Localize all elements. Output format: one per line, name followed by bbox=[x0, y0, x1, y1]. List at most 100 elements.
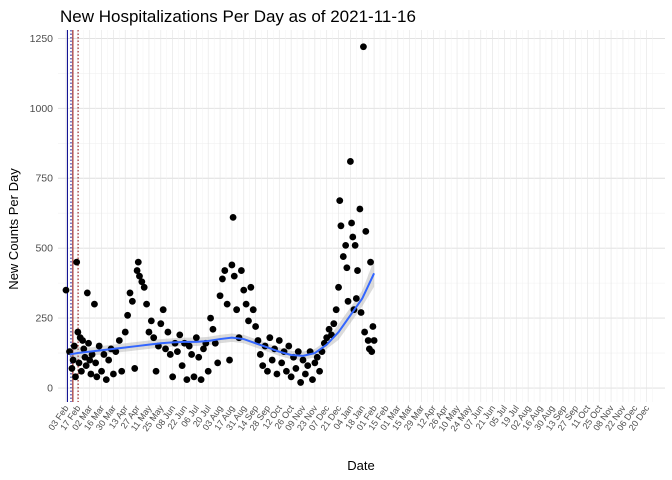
data-point bbox=[325, 325, 333, 333]
data-point bbox=[342, 241, 350, 249]
data-point bbox=[183, 376, 191, 384]
data-point bbox=[259, 362, 267, 370]
data-point bbox=[126, 289, 134, 297]
data-point bbox=[134, 258, 142, 266]
data-point bbox=[87, 370, 95, 378]
data-point bbox=[221, 267, 229, 274]
data-point bbox=[176, 331, 184, 339]
data-point bbox=[152, 367, 160, 375]
data-point bbox=[245, 317, 252, 325]
data-point bbox=[69, 356, 77, 364]
data-point bbox=[190, 373, 198, 381]
data-point bbox=[162, 345, 169, 353]
data-point bbox=[252, 323, 259, 330]
reference-lines bbox=[66, 30, 79, 402]
data-point bbox=[292, 365, 300, 372]
data-point bbox=[242, 300, 250, 308]
data-point bbox=[100, 351, 108, 358]
data-point bbox=[223, 300, 231, 308]
data-point bbox=[354, 267, 361, 274]
data-point bbox=[283, 367, 290, 375]
data-point bbox=[316, 367, 323, 375]
data-point bbox=[86, 356, 94, 364]
data-point bbox=[74, 328, 82, 336]
data-point bbox=[299, 356, 307, 364]
data-point bbox=[124, 311, 132, 319]
data-point bbox=[237, 267, 245, 274]
data-point bbox=[195, 353, 203, 361]
data-point bbox=[118, 367, 126, 375]
data-point bbox=[214, 359, 222, 367]
data-point bbox=[226, 356, 233, 364]
data-point bbox=[336, 197, 344, 205]
data-point bbox=[166, 351, 174, 358]
data-point bbox=[294, 348, 302, 356]
data-point bbox=[164, 328, 172, 336]
data-point bbox=[204, 367, 212, 375]
data-point bbox=[278, 359, 286, 367]
data-point bbox=[138, 278, 146, 286]
data-point bbox=[301, 370, 309, 378]
data-point bbox=[102, 376, 110, 384]
data-points bbox=[62, 43, 378, 386]
data-point bbox=[309, 376, 316, 384]
data-point bbox=[349, 233, 357, 241]
data-point bbox=[304, 362, 312, 370]
data-point bbox=[311, 359, 319, 367]
data-point bbox=[330, 320, 338, 328]
data-point bbox=[249, 306, 257, 314]
y-axis-title: New Counts Per Day bbox=[6, 168, 21, 290]
data-point bbox=[121, 328, 129, 336]
y-tick-label: 1000 bbox=[30, 103, 54, 115]
data-point bbox=[362, 227, 370, 235]
data-point bbox=[369, 323, 377, 330]
data-point bbox=[360, 43, 367, 51]
data-point bbox=[110, 370, 117, 378]
data-point bbox=[115, 337, 123, 344]
data-point bbox=[275, 337, 283, 344]
data-point bbox=[78, 367, 85, 375]
grid-layer bbox=[58, 30, 665, 402]
data-point bbox=[216, 292, 224, 300]
data-point bbox=[356, 205, 364, 213]
data-point bbox=[230, 272, 238, 280]
data-point bbox=[344, 297, 352, 305]
data-point bbox=[185, 342, 193, 350]
data-point bbox=[105, 356, 113, 364]
data-point bbox=[268, 356, 276, 364]
data-point bbox=[92, 359, 100, 367]
data-point bbox=[192, 334, 200, 342]
data-point bbox=[98, 367, 105, 375]
data-point bbox=[147, 317, 155, 325]
data-point bbox=[357, 309, 365, 316]
data-point bbox=[143, 300, 150, 308]
data-point bbox=[370, 337, 378, 344]
data-point bbox=[339, 253, 347, 260]
chart-title: New Hospitalizations Per Day as of 2021-… bbox=[60, 7, 416, 26]
data-point bbox=[145, 328, 153, 336]
y-tick-label: 1250 bbox=[30, 33, 54, 45]
data-point bbox=[364, 337, 372, 344]
data-point bbox=[347, 158, 354, 165]
data-point bbox=[209, 325, 217, 333]
data-point bbox=[351, 241, 359, 249]
data-point bbox=[80, 345, 88, 353]
data-point bbox=[95, 342, 103, 350]
data-point bbox=[247, 283, 255, 291]
data-point bbox=[229, 213, 237, 221]
y-tick-label: 250 bbox=[35, 313, 53, 325]
data-point bbox=[93, 373, 101, 381]
data-point bbox=[256, 351, 264, 358]
data-point bbox=[254, 337, 262, 344]
data-point bbox=[197, 376, 205, 384]
data-point bbox=[173, 348, 181, 356]
data-point bbox=[228, 261, 236, 269]
data-point bbox=[352, 295, 360, 302]
data-point bbox=[68, 365, 76, 372]
data-point bbox=[70, 342, 78, 350]
data-point bbox=[343, 264, 351, 272]
data-point bbox=[91, 300, 98, 308]
